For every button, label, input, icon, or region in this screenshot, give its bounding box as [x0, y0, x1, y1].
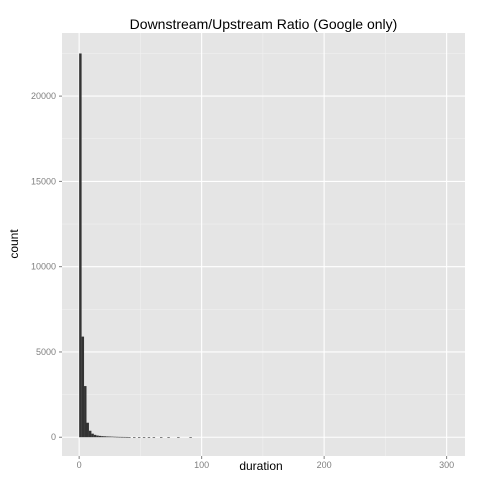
x-tick-label: 300 — [439, 460, 454, 470]
y-tick-label: 5000 — [36, 347, 56, 357]
histogram-bar — [113, 436, 116, 438]
x-axis-title: duration — [239, 459, 282, 473]
x-tick-label: 100 — [194, 460, 209, 470]
histogram-bar — [152, 437, 156, 438]
histogram-bar — [147, 437, 151, 438]
histogram-bars — [79, 53, 192, 438]
histogram-bar — [137, 437, 141, 438]
x-tick-label: 0 — [77, 460, 82, 470]
histogram-bar — [123, 436, 126, 438]
y-axis-ticks: 0 5000 10000 15000 20000 — [31, 91, 62, 442]
histogram-bar — [167, 437, 170, 438]
histogram-bar — [189, 437, 192, 438]
histogram-bar — [106, 436, 109, 438]
histogram-bar — [108, 436, 111, 438]
y-tick-label: 20000 — [31, 91, 56, 101]
minor-gridlines — [62, 33, 465, 456]
histogram-bar — [133, 437, 136, 438]
histogram-bar — [177, 437, 180, 438]
histogram-bar — [101, 436, 104, 438]
histogram-bar — [81, 336, 85, 438]
histogram-bar — [93, 434, 97, 438]
histogram-bar — [96, 435, 99, 438]
x-tick-label: 200 — [317, 460, 332, 470]
histogram-bar — [86, 422, 89, 438]
histogram-bar — [118, 436, 121, 438]
y-tick-label: 0 — [51, 432, 56, 442]
histogram-bar — [125, 436, 129, 438]
histogram-bar — [88, 430, 92, 438]
y-tick-label: 10000 — [31, 262, 56, 272]
histogram-bar — [115, 436, 119, 438]
histogram-bar — [120, 436, 124, 438]
chart-title: Downstream/Upstream Ratio (Google only) — [130, 16, 398, 32]
histogram-bar — [79, 53, 82, 438]
histogram-bar — [128, 436, 131, 438]
plot-panel — [62, 33, 465, 456]
y-axis-title: count — [7, 229, 21, 259]
histogram-bar — [142, 437, 146, 438]
x-axis-ticks: 0 100 200 300 — [77, 456, 454, 470]
histogram-bar — [98, 435, 102, 438]
histogram-bar — [91, 433, 94, 438]
y-tick-label: 15000 — [31, 176, 56, 186]
histogram-bar — [110, 436, 114, 438]
histogram-bar — [84, 386, 87, 438]
histogram-bar — [103, 436, 107, 438]
histogram-bar — [159, 437, 163, 438]
